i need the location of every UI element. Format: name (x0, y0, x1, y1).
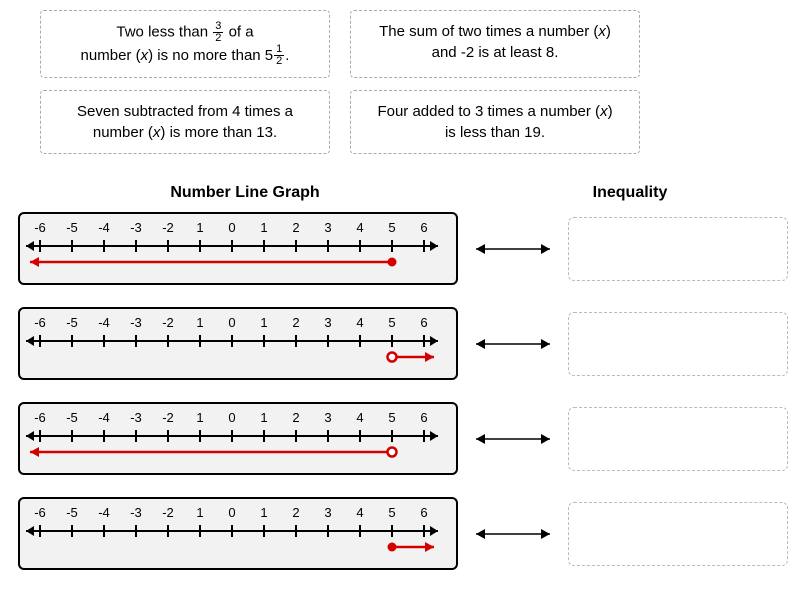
svg-text:1: 1 (196, 505, 203, 520)
text: of a (224, 23, 253, 40)
svg-text:-3: -3 (130, 220, 142, 235)
svg-text:6: 6 (420, 505, 427, 520)
svg-text:-3: -3 (130, 505, 142, 520)
svg-text:5: 5 (388, 505, 395, 520)
svg-text:3: 3 (324, 505, 331, 520)
svg-text:-3: -3 (130, 410, 142, 425)
graph-row: -6 -5 -4 -3 -2 1 0 1 2 3 4 5 6 (10, 402, 790, 475)
inequality-drop-zone[interactable] (568, 217, 788, 281)
double-arrow-icon (468, 429, 558, 449)
svg-text:1: 1 (260, 505, 267, 520)
svg-text:-5: -5 (66, 410, 78, 425)
text: and -2 is at least 8. (432, 44, 559, 61)
mixed-number: 512 (265, 44, 285, 67)
header-number-line: Number Line Graph (10, 184, 470, 202)
svg-text:-6: -6 (34, 410, 46, 425)
card-bot-left[interactable]: Seven subtracted from 4 times a number (… (40, 90, 330, 154)
svg-text:-3: -3 (130, 315, 142, 330)
text: ) (606, 23, 611, 40)
svg-text:-5: -5 (66, 220, 78, 235)
text: ) is no more than (148, 47, 265, 64)
svg-text:5: 5 (388, 410, 395, 425)
double-arrow-icon (468, 239, 558, 259)
svg-text:-6: -6 (34, 220, 46, 235)
svg-text:2: 2 (292, 505, 299, 520)
text: Two less than (116, 23, 212, 40)
number-line: -6 -5 -4 -3 -2 1 0 1 2 3 4 5 6 (20, 216, 444, 272)
svg-text:4: 4 (356, 315, 363, 330)
svg-text:-4: -4 (98, 220, 110, 235)
svg-text:2: 2 (292, 220, 299, 235)
number-line: -6 -5 -4 -3 -2 1 0 1 2 3 4 5 6 (20, 501, 444, 557)
number-line: -6 -5 -4 -3 -2 1 0 1 2 3 4 5 6 (20, 311, 444, 367)
double-arrow-icon (468, 524, 558, 544)
number-line: -6 -5 -4 -3 -2 1 0 1 2 3 4 5 6 (20, 406, 444, 462)
svg-text:4: 4 (356, 220, 363, 235)
svg-text:2: 2 (292, 315, 299, 330)
text: number ( (81, 47, 141, 64)
text: Seven subtracted from 4 times a (77, 103, 293, 120)
text: ) is more than 13. (160, 124, 277, 141)
svg-text:4: 4 (356, 410, 363, 425)
svg-text:3: 3 (324, 410, 331, 425)
svg-text:-4: -4 (98, 315, 110, 330)
text: is less than 19. (445, 124, 545, 141)
svg-text:-2: -2 (162, 410, 174, 425)
inequality-drop-zone[interactable] (568, 407, 788, 471)
svg-text:0: 0 (228, 220, 235, 235)
svg-text:-2: -2 (162, 220, 174, 235)
svg-text:1: 1 (260, 315, 267, 330)
card-bot-right[interactable]: Four added to 3 times a number (x) is le… (350, 90, 640, 154)
svg-text:-5: -5 (66, 505, 78, 520)
svg-text:4: 4 (356, 505, 363, 520)
header-inequality: Inequality (470, 184, 790, 202)
svg-text:-4: -4 (98, 505, 110, 520)
svg-text:6: 6 (420, 315, 427, 330)
number-line-box: -6 -5 -4 -3 -2 1 0 1 2 3 4 5 6 (18, 307, 458, 380)
svg-text:-2: -2 (162, 315, 174, 330)
text: number ( (93, 124, 153, 141)
svg-text:1: 1 (260, 410, 267, 425)
text: ) (608, 103, 613, 120)
double-arrow-icon (468, 334, 558, 354)
svg-text:5: 5 (388, 220, 395, 235)
inequality-drop-zone[interactable] (568, 312, 788, 376)
graph-row: -6 -5 -4 -3 -2 1 0 1 2 3 4 5 6 (10, 307, 790, 380)
svg-text:3: 3 (324, 220, 331, 235)
text: The sum of two times a number ( (379, 23, 598, 40)
var-x: x (141, 47, 149, 64)
svg-text:5: 5 (388, 315, 395, 330)
var-x: x (600, 103, 608, 120)
svg-text:1: 1 (196, 410, 203, 425)
text: Four added to 3 times a number ( (377, 103, 600, 120)
inequality-drop-zone[interactable] (568, 502, 788, 566)
card-top-right[interactable]: The sum of two times a number (x) and -2… (350, 10, 640, 78)
svg-text:2: 2 (292, 410, 299, 425)
text: . (285, 47, 289, 64)
card-top-left[interactable]: Two less than 32 of a number (x) is no m… (40, 10, 330, 78)
svg-text:6: 6 (420, 410, 427, 425)
svg-text:1: 1 (196, 220, 203, 235)
graph-row: -6 -5 -4 -3 -2 1 0 1 2 3 4 5 6 (10, 212, 790, 285)
svg-text:0: 0 (228, 315, 235, 330)
var-x: x (598, 23, 606, 40)
svg-text:0: 0 (228, 410, 235, 425)
svg-text:-6: -6 (34, 315, 46, 330)
number-line-box: -6 -5 -4 -3 -2 1 0 1 2 3 4 5 6 (18, 402, 458, 475)
svg-text:-5: -5 (66, 315, 78, 330)
fraction: 32 (213, 21, 223, 44)
svg-text:1: 1 (196, 315, 203, 330)
svg-text:3: 3 (324, 315, 331, 330)
svg-text:6: 6 (420, 220, 427, 235)
number-line-box: -6 -5 -4 -3 -2 1 0 1 2 3 4 5 6 (18, 212, 458, 285)
svg-text:-2: -2 (162, 505, 174, 520)
number-line-box: -6 -5 -4 -3 -2 1 0 1 2 3 4 5 6 (18, 497, 458, 570)
svg-text:1: 1 (260, 220, 267, 235)
svg-text:-6: -6 (34, 505, 46, 520)
svg-text:-4: -4 (98, 410, 110, 425)
svg-text:0: 0 (228, 505, 235, 520)
graph-row: -6 -5 -4 -3 -2 1 0 1 2 3 4 5 6 (10, 497, 790, 570)
